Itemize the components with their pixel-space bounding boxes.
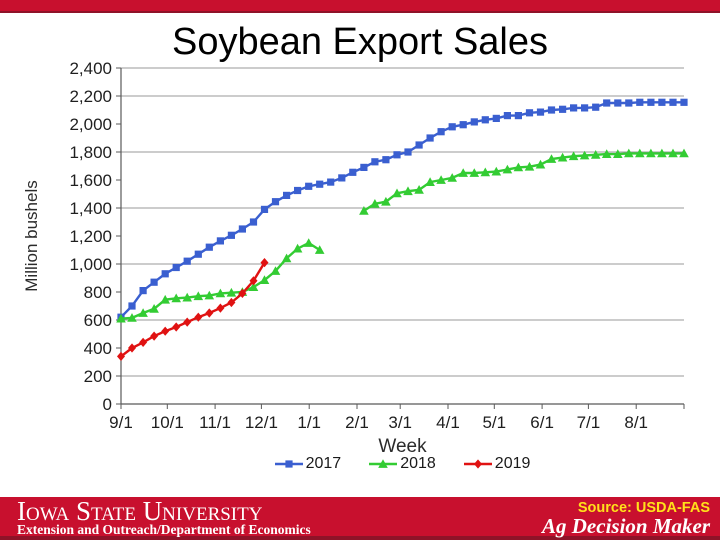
x-axis-tick-labels: 9/1 10/1 11/1 12/1 1/1 2/1 3/1 4/1 5/1 6/1 7/1 8/1: [109, 404, 685, 432]
footer-band: Iowa State University Extension and Outr…: [0, 497, 720, 540]
svg-text:2,000: 2,000: [69, 115, 112, 134]
svg-text:1,200: 1,200: [69, 227, 112, 246]
source-label: Source: USDA-FAS: [577, 500, 710, 516]
chart-canvas: 0 200 400 600 800 1,000 1,200 1,400 1,600 1,800 2,…: [69, 59, 689, 432]
legend-marker-triangle-icon: [369, 459, 398, 468]
legend-marker-diamond-icon: [463, 459, 492, 469]
svg-text:11/1: 11/1: [199, 413, 231, 432]
svg-text:9/1: 9/1: [109, 413, 133, 432]
legend-item-2019: 2019: [463, 455, 531, 473]
svg-text:400: 400: [84, 339, 112, 358]
svg-text:1,600: 1,600: [69, 171, 112, 190]
svg-text:1,800: 1,800: [69, 143, 112, 162]
x-axis-title: Week: [378, 436, 427, 457]
chart-legend: 2017 2018 2019: [121, 455, 684, 473]
page-title: Soybean Export Sales: [171, 21, 548, 63]
isu-wordmark: Iowa State University: [17, 496, 263, 526]
svg-text:1,400: 1,400: [69, 199, 112, 218]
svg-text:10/1: 10/1: [151, 413, 184, 432]
legend-marker-square-icon: [274, 460, 303, 468]
svg-text:1,000: 1,000: [69, 255, 112, 274]
y-axis-tick-labels: 0 200 400 600 800 1,000 1,200 1,400 1,600 1,800 2,…: [69, 59, 121, 414]
svg-text:0: 0: [103, 395, 112, 414]
top-accent-bar: [0, 0, 720, 13]
legend-label: 2017: [305, 455, 342, 472]
svg-text:3/1: 3/1: [388, 413, 412, 432]
svg-text:12/1: 12/1: [245, 413, 278, 432]
svg-text:600: 600: [84, 311, 112, 330]
svg-text:800: 800: [84, 283, 112, 302]
series-2019-markers: [117, 258, 269, 361]
legend-label: 2018: [400, 455, 436, 472]
y-axis-title: Million bushels: [22, 180, 41, 292]
svg-text:200: 200: [84, 367, 112, 386]
series-2017-markers: [117, 98, 688, 321]
svg-text:1/1: 1/1: [297, 413, 321, 432]
legend-item-2017: 2017: [274, 455, 342, 473]
legend-item-2018: 2018: [369, 455, 436, 473]
ag-decision-maker-brand: Ag Decision Maker: [542, 514, 710, 538]
svg-text:4/1: 4/1: [436, 413, 460, 432]
svg-text:7/1: 7/1: [577, 413, 601, 432]
series-2018-line: [120, 152, 684, 320]
series-2018-markers: [116, 148, 689, 323]
legend-label: 2019: [494, 455, 531, 472]
svg-text:2,400: 2,400: [69, 59, 112, 78]
svg-text:8/1: 8/1: [624, 413, 648, 432]
svg-text:2,200: 2,200: [69, 87, 112, 106]
svg-text:5/1: 5/1: [482, 413, 506, 432]
svg-text:6/1: 6/1: [530, 413, 554, 432]
isu-department-label: Extension and Outreach/Department of Eco…: [17, 522, 311, 537]
svg-text:2/1: 2/1: [345, 413, 369, 432]
series-2017-line: [120, 101, 684, 319]
